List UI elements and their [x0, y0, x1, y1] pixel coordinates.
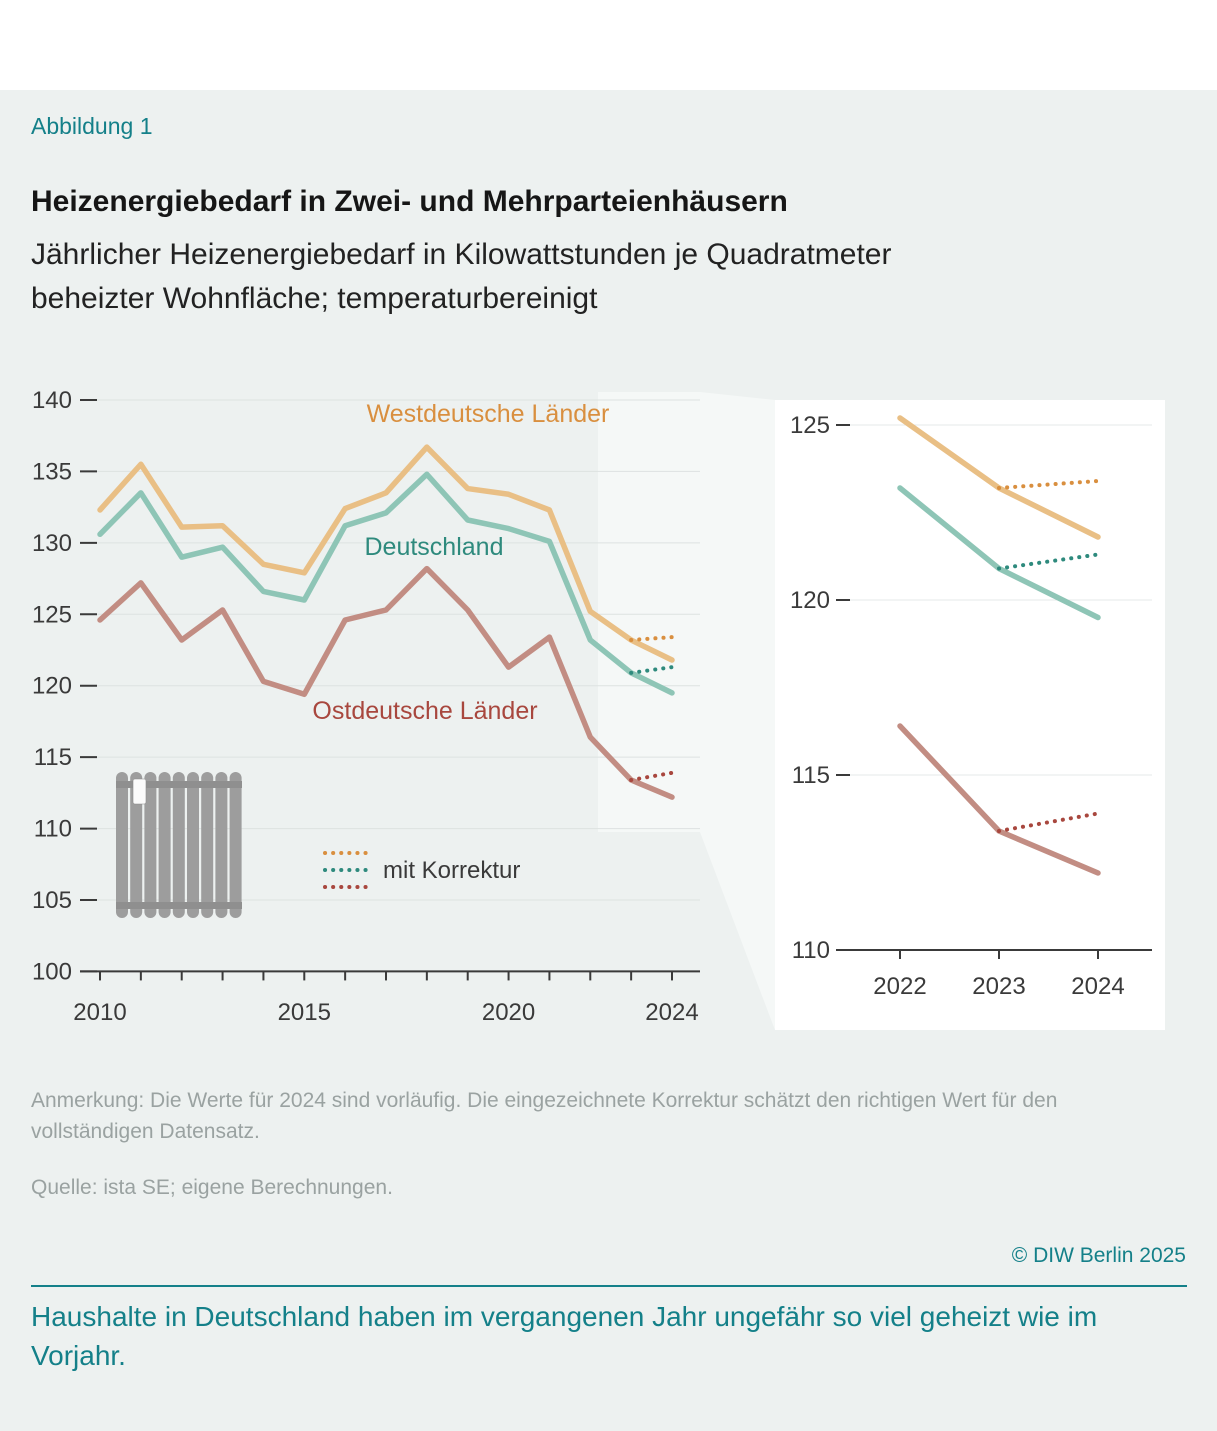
chart-element: 120 [790, 587, 830, 614]
inset-correction-line-deutschland [997, 552, 1100, 571]
chart-element: 2015 [278, 999, 331, 1026]
zoom-highlight-band [598, 392, 700, 832]
chart-element: Deutschland [365, 533, 504, 561]
chart-element: 135 [32, 458, 72, 485]
chart-element [172, 772, 185, 918]
chart-element: 140 [32, 387, 72, 414]
chart-element: 2022 [873, 973, 926, 1000]
chart-element: 110 [792, 937, 830, 964]
chart-element: 2010 [73, 999, 126, 1026]
correction-line-deutschland [629, 665, 674, 675]
chart-element: 100 [32, 958, 72, 985]
chart-element [144, 772, 157, 918]
correction-line-west [629, 635, 674, 642]
chart-element: 130 [32, 530, 72, 557]
chart-element: 2023 [972, 973, 1025, 1000]
chart-element [130, 772, 143, 918]
chart-element [116, 902, 242, 909]
radiator-valve [132, 778, 147, 805]
copyright-text: © DIW Berlin 2025 [1011, 1244, 1186, 1267]
correction-line-ost [629, 770, 674, 782]
chart-element: mit Korrektur [383, 857, 520, 884]
chart-element [229, 772, 242, 918]
figure-note: Anmerkung: Die Werte für 2024 sind vorlä… [31, 1089, 1058, 1143]
chart-element: 120 [32, 673, 72, 700]
chart-element [116, 781, 242, 788]
chart-element [158, 772, 171, 918]
chart-element: Ostdeutsche Länder [312, 697, 537, 725]
chart-element [201, 772, 214, 918]
chart-element: 125 [32, 601, 72, 628]
chart-element [116, 772, 128, 918]
series-line-ost [97, 565, 675, 800]
chart-element: 110 [34, 816, 72, 843]
top-strip [0, 0, 1217, 90]
inset-panel [775, 400, 1165, 1030]
chart-element: 105 [32, 887, 72, 914]
series-line-deutschland [97, 471, 675, 696]
chart-element: 2024 [645, 999, 698, 1026]
inset-correction-line-ost [997, 811, 1100, 833]
series-line-west [97, 444, 675, 663]
chart-element [215, 772, 228, 918]
chart-element [187, 772, 199, 918]
chart-element: 2020 [482, 999, 535, 1026]
zoom-connector-wedge [700, 392, 775, 1030]
figure-canvas: 100 105 110 115 120 125 130 135 140 2010 2015 2020 2… [32, 387, 1165, 1030]
inset-correction-line-west [997, 479, 1100, 490]
figure-label: Abbildung 1 [31, 113, 153, 139]
figure-subtitle: Jährlicher Heizenergiebedarf in Kilowatt… [31, 238, 892, 315]
chart-element: 115 [792, 762, 830, 789]
figure-source: Quelle: ista SE; eigene Berechnungen. [31, 1176, 393, 1199]
figure-title: Heizenergiebedarf in Zwei- und Mehrparte… [31, 185, 788, 218]
divider-rule [31, 1285, 1187, 1287]
radiator-icon [116, 772, 242, 918]
chart-element: 115 [34, 744, 72, 771]
chart-element: Westdeutsche Länder [367, 400, 610, 428]
chart-element: 2024 [1071, 973, 1124, 1000]
chart-element: 125 [790, 412, 830, 439]
takeaway-text: Haushalte in Deutschland haben im vergan… [31, 1301, 1098, 1371]
